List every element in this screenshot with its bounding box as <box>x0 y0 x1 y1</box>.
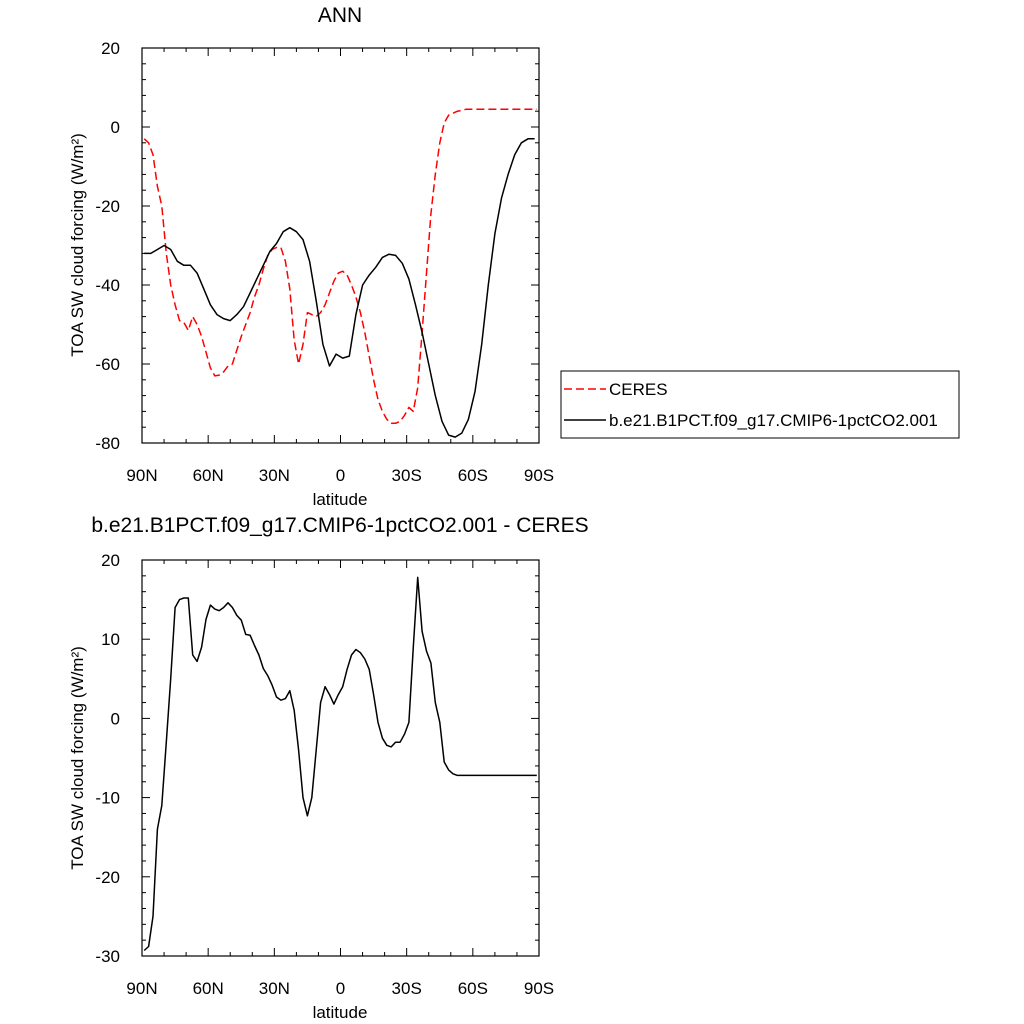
x-tick-label: 90N <box>126 466 157 485</box>
x-tick-label: 60S <box>458 979 488 998</box>
y-tick-label: 20 <box>101 39 120 58</box>
legend-box <box>560 370 960 439</box>
top-plot-area: 90N 60N 30N 0 30S 60S 90S 20 0 -20 -40 -60 -80 <box>95 39 554 485</box>
x-tick-label: 30N <box>259 979 290 998</box>
top-legend: CERES b.e21.B1PCT.f09_g17.CMIP6-1pctCO2.… <box>560 370 960 439</box>
series-line-1 <box>144 138 535 438</box>
top-y-axis-label: TOA SW cloud forcing (W/m²) <box>68 133 87 357</box>
bottom-chart-title: b.e21.B1PCT.f09_g17.CMIP6-1pctCO2.001 - … <box>91 514 588 537</box>
bottom-plot-area: 90N 60N 30N 0 30S 60S 90S 20 10 0 -10 -20 -30 <box>95 551 554 998</box>
series-line-0 <box>143 576 537 952</box>
x-tick-label: 0 <box>336 979 345 998</box>
top-x-axis-label: latitude <box>313 490 368 509</box>
x-tick-label: 90S <box>524 979 554 998</box>
y-tick-label: -10 <box>95 789 120 808</box>
plot-frame <box>141 559 540 957</box>
bottom-y-axis-label: TOA SW cloud forcing (W/m²) <box>68 646 87 870</box>
y-tick-label: 0 <box>111 709 120 728</box>
top-panel: ANN 90N 60N 30N 0 30S 60S 90S 20 0 -20 -40 -60 -80 T… <box>68 4 960 509</box>
x-tick-label: 30N <box>259 466 290 485</box>
y-tick-label: -40 <box>95 276 120 295</box>
x-tick-label: 90N <box>126 979 157 998</box>
x-tick-label: 0 <box>336 466 345 485</box>
legend-ceres-label: CERES <box>609 380 668 399</box>
x-tick-label: 60S <box>458 466 488 485</box>
y-tick-label: 10 <box>101 630 120 649</box>
bottom-panel: b.e21.B1PCT.f09_g17.CMIP6-1pctCO2.001 - … <box>68 514 589 1022</box>
series-line-0 <box>143 108 537 425</box>
x-tick-label: 60N <box>193 466 224 485</box>
y-tick-label: -20 <box>95 197 120 216</box>
plot-frame <box>141 47 540 444</box>
x-tick-label: 30S <box>392 979 422 998</box>
y-tick-label: -20 <box>95 868 120 887</box>
y-tick-label: -80 <box>95 434 120 453</box>
y-tick-label: -60 <box>95 355 120 374</box>
x-tick-label: 90S <box>524 466 554 485</box>
bottom-x-axis-label: latitude <box>313 1003 368 1022</box>
x-tick-label: 60N <box>193 979 224 998</box>
y-tick-label: 0 <box>111 118 120 137</box>
y-tick-label: 20 <box>101 551 120 570</box>
top-chart-title: ANN <box>318 4 362 27</box>
y-tick-label: -30 <box>95 947 120 966</box>
legend-model-label: b.e21.B1PCT.f09_g17.CMIP6-1pctCO2.001 <box>609 411 938 430</box>
x-tick-label: 30S <box>392 466 422 485</box>
